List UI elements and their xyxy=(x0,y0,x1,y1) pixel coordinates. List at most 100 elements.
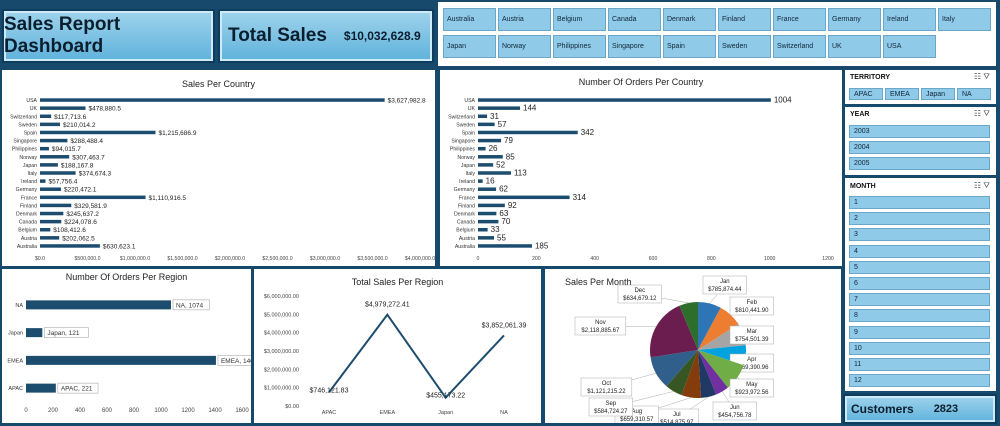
category-label: Sweden xyxy=(18,122,37,128)
pie-label-box xyxy=(588,397,633,417)
month-item-6[interactable]: 6 xyxy=(849,277,990,290)
clear-filter-icon[interactable]: ⛛ xyxy=(983,109,990,118)
multi-select-icon[interactable]: ☷ xyxy=(973,181,982,190)
year-item-2005[interactable]: 2005 xyxy=(849,157,990,170)
clear-filter-icon[interactable]: ⛛ xyxy=(983,72,990,81)
month-item-10[interactable]: 10 xyxy=(849,341,990,355)
month-item-1[interactable]: 1 xyxy=(849,196,990,209)
category-label: France xyxy=(21,195,37,201)
total-sales-box: Total Sales $10,032,628.9 xyxy=(218,9,434,63)
month-item-2[interactable]: 2 xyxy=(849,212,990,226)
x-tick-label: 800 xyxy=(129,408,140,414)
pie-label-month: Mar xyxy=(747,329,757,335)
pie-slice-nov xyxy=(650,305,698,358)
country-filter-singapore[interactable]: Singapore xyxy=(608,35,661,58)
x-tick-label: APAC xyxy=(322,410,337,416)
x-tick-label: Japan xyxy=(438,410,453,416)
country-filter-switzerland[interactable]: Switzerland xyxy=(773,35,826,58)
country-filter-uk[interactable]: UK xyxy=(828,35,881,58)
month-item-9[interactable]: 9 xyxy=(849,325,990,339)
country-filter-japan[interactable]: Japan xyxy=(443,35,496,58)
country-filter-australia[interactable]: Australia xyxy=(443,8,496,31)
pie-label-month: Aug xyxy=(631,409,642,415)
data-label: $117,713.6 xyxy=(54,114,86,121)
pie-label-value: $659,310.57 xyxy=(620,417,654,423)
x-tick-label: 800 xyxy=(707,256,716,262)
pie-label-value: $584,724.27 xyxy=(594,409,628,415)
x-tick-label: EMEA xyxy=(380,410,396,416)
country-filter-ireland[interactable]: Ireland xyxy=(883,8,936,31)
country-filter-finland[interactable]: Finland xyxy=(718,8,771,31)
total-sales-label: Total Sales xyxy=(228,25,327,46)
category-label: Philippines xyxy=(450,147,475,153)
bar xyxy=(478,179,483,183)
data-label: 79 xyxy=(504,136,513,145)
month-item-4[interactable]: 4 xyxy=(849,244,990,258)
data-label: $220,472.1 xyxy=(64,187,97,194)
pie-label-value: $454,756.78 xyxy=(718,413,752,419)
data-label-box xyxy=(172,299,210,311)
country-filter-norway[interactable]: Norway xyxy=(498,35,551,58)
territory-item-emea[interactable]: EMEA xyxy=(885,88,919,100)
sales-per-month-panel: Sales Per Month Jan $785,874.44 Feb $810,44… xyxy=(545,269,841,423)
x-tick-label: NA xyxy=(500,410,508,416)
bar xyxy=(26,355,216,365)
month-item-3[interactable]: 3 xyxy=(849,228,990,242)
data-label: 70 xyxy=(501,217,510,226)
orders-per-region-chart: 0 200 400 600 800 1000 1200 1400 1600 NA NA, 1074 J… xyxy=(7,299,251,414)
territory-item-na[interactable]: NA xyxy=(957,88,991,100)
bar xyxy=(40,195,146,200)
month-item-7[interactable]: 7 xyxy=(849,293,990,307)
bar xyxy=(40,227,51,232)
multi-select-icon[interactable]: ☷ xyxy=(973,72,982,81)
category-label: Belgium xyxy=(18,228,37,234)
y-tick-label: $4,000,000.00 xyxy=(264,331,299,337)
bar xyxy=(40,236,60,240)
data-label: 26 xyxy=(489,144,498,153)
country-filter-italy[interactable]: Italy xyxy=(938,8,991,31)
x-tick-label: 1000 xyxy=(764,256,776,262)
y-tick-label: $3,000,000.00 xyxy=(264,349,299,355)
pie-label-month: Feb xyxy=(747,300,758,306)
pie-slice-feb xyxy=(698,307,739,350)
month-item-12[interactable]: 12 xyxy=(849,374,990,388)
country-filter-austria[interactable]: Austria xyxy=(498,8,551,31)
country-filter-sweden[interactable]: Sweden xyxy=(718,35,771,58)
multi-select-icon[interactable]: ☷ xyxy=(973,109,982,118)
year-item-2004[interactable]: 2004 xyxy=(849,141,990,154)
sales-per-country-chart: $0.0 $500,000.0 $1,000,000.0 $1,500,000.0 $2… xyxy=(10,98,435,262)
country-filter-france[interactable]: France xyxy=(773,8,826,31)
year-item-2003[interactable]: 2003 xyxy=(849,125,990,138)
category-label: EMEA xyxy=(7,358,23,364)
country-filter-spain[interactable]: Spain xyxy=(663,35,716,58)
data-label-box xyxy=(217,355,251,366)
month-item-5[interactable]: 5 xyxy=(849,260,990,274)
slicer-title: MONTH xyxy=(850,183,876,190)
data-label: $1,215,686.9 xyxy=(158,130,196,137)
country-filter-usa[interactable]: USA xyxy=(883,35,936,58)
country-filter-germany[interactable]: Germany xyxy=(828,8,881,31)
month-item-11[interactable]: 11 xyxy=(849,358,990,371)
month-item-8[interactable]: 8 xyxy=(849,309,990,323)
data-label: $455,173.22 xyxy=(426,393,465,400)
category-label: Australia xyxy=(17,244,37,250)
pie-label-value: $923,972.56 xyxy=(735,390,769,396)
country-filter-philippines[interactable]: Philippines xyxy=(553,35,606,58)
clear-filter-icon[interactable]: ⛛ xyxy=(983,181,990,190)
bar xyxy=(40,146,49,151)
country-filter-denmark[interactable]: Denmark xyxy=(663,8,716,31)
data-label-box xyxy=(44,327,89,338)
bar xyxy=(40,155,70,159)
country-filter-belgium[interactable]: Belgium xyxy=(553,8,606,31)
customers-box: Customers 2823 xyxy=(843,394,997,424)
data-label: 63 xyxy=(499,209,508,218)
x-tick-label: 200 xyxy=(48,408,59,414)
category-label: Norway xyxy=(457,155,475,161)
data-label: $202,062.5 xyxy=(62,235,95,242)
data-label: $478,880.5 xyxy=(88,106,121,113)
territory-item-japan[interactable]: Japan xyxy=(921,88,955,100)
data-label: $3,627,982.8 xyxy=(388,98,426,105)
country-filter-canada[interactable]: Canada xyxy=(608,8,661,31)
pie-label-box xyxy=(580,377,633,397)
territory-item-apac[interactable]: APAC xyxy=(849,88,883,100)
